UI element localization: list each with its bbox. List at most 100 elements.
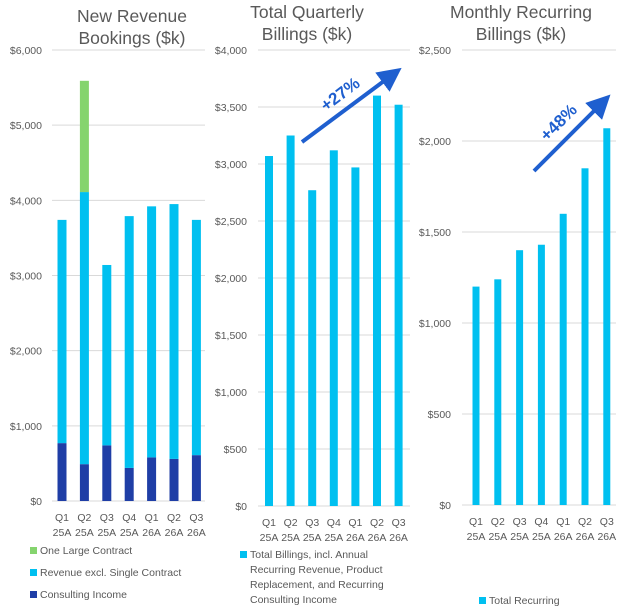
x-tick-label-year: 25A [324, 532, 343, 544]
x-tick-label-quarter: Q1 [262, 517, 276, 529]
y-tick-label: $500 [224, 444, 248, 456]
y-tick-label: $6,000 [10, 45, 42, 57]
legend-label: Revenue excl. Single Contract [40, 567, 181, 579]
x-tick-label-quarter: Q1 [469, 516, 483, 528]
chart-monthly-recurring-billings: Monthly Recurring Billings ($k) $0 $500 $1… [419, 2, 616, 607]
bar-consulting-income-q1-26a [147, 457, 157, 501]
x-tick-label-quarter: Q2 [284, 517, 298, 529]
x-tick-label-year: 25A [75, 527, 94, 539]
bar-total-billings-incl-annual-recurring-rev-q3-26a [394, 104, 403, 506]
growth-annotation: +27% [317, 74, 364, 116]
legend-swatch [30, 591, 37, 598]
x-tick-label-quarter: Q3 [392, 517, 406, 529]
x-tick-label-quarter: Q3 [100, 512, 114, 524]
bar-one-large-contract-q2-25a [79, 80, 89, 193]
x-tick-label-year: 25A [467, 531, 486, 543]
y-tick-label: $1,500 [419, 227, 451, 239]
x-tick-label-quarter: Q3 [513, 516, 527, 528]
x-tick-label-quarter: Q1 [55, 512, 69, 524]
bar-revenue-excl-single-contract-q3-26a [191, 219, 201, 456]
x-tick-label-year: 26A [142, 527, 161, 539]
bar-total-billings-incl-annual-recurring-rev-q1-25a [265, 156, 273, 506]
x-tick-label-quarter: Q2 [491, 516, 505, 528]
x-tick-label-quarter: Q1 [348, 517, 362, 529]
y-tick-label: $3,000 [215, 159, 247, 171]
x-tick-label-year: 26A [597, 531, 616, 543]
x-tick-label-quarter: Q2 [167, 512, 181, 524]
legend-label: Consulting Income [250, 594, 337, 606]
bar-consulting-income-q1-25a [57, 443, 67, 501]
bar-revenue-excl-single-contract-q4-25a [124, 216, 134, 468]
x-tick-label-year: 26A [165, 527, 184, 539]
x-tick-label-year: 26A [346, 532, 365, 544]
x-tick-label-year: 25A [281, 532, 300, 544]
x-tick-label-year: 25A [510, 531, 529, 543]
x-tick-label-year: 26A [554, 531, 573, 543]
x-tick-label-year: 26A [368, 532, 387, 544]
x-tick-label-year: 25A [97, 527, 116, 539]
x-tick-label-quarter: Q4 [327, 517, 341, 529]
chart-title-line1: Monthly Recurring [450, 2, 592, 22]
y-tick-label: $1,500 [215, 330, 247, 342]
x-tick-label-quarter: Q3 [600, 516, 614, 528]
legend-label: Replacement, and Recurring [250, 579, 384, 591]
legend-swatch [240, 551, 247, 558]
legend-label: Total Recurring [489, 595, 560, 607]
legend-label: One Large Contract [40, 545, 132, 557]
x-tick-label-quarter: Q4 [534, 516, 548, 528]
chart-title-line1: New Revenue [77, 6, 187, 26]
bar-consulting-income-q3-26a [191, 455, 201, 501]
x-tick-label-quarter: Q3 [189, 512, 203, 524]
y-tick-label: $1,000 [10, 421, 42, 433]
growth-annotation: +48% [536, 100, 581, 145]
chart-title-line1: Total Quarterly [250, 2, 364, 22]
bar-total-recurring-q2-25a [494, 279, 502, 505]
x-tick-label-quarter: Q2 [370, 517, 384, 529]
chart-title-line2: Bookings ($k) [79, 28, 186, 48]
y-tick-label: $4,000 [10, 195, 42, 207]
y-tick-label: $2,000 [10, 346, 42, 358]
bar-revenue-excl-single-contract-q2-25a [79, 192, 89, 465]
bar-total-billings-incl-annual-recurring-rev-q2-26a [373, 95, 381, 506]
y-tick-label: $3,500 [215, 102, 247, 114]
legend-swatch [30, 569, 37, 576]
x-tick-label-quarter: Q2 [578, 516, 592, 528]
bar-revenue-excl-single-contract-q3-25a [102, 264, 112, 446]
x-tick-label-year: 26A [187, 527, 206, 539]
chart-total-quarterly-billings: Total Quarterly Billings ($k) $0 $500 $1,0… [215, 2, 410, 606]
x-tick-label-quarter: Q1 [145, 512, 159, 524]
x-tick-label-quarter: Q1 [556, 516, 570, 528]
bar-total-recurring-q3-26a [603, 128, 611, 505]
bar-revenue-excl-single-contract-q1-25a [57, 219, 67, 444]
x-tick-label-year: 25A [303, 532, 322, 544]
x-tick-label-quarter: Q3 [305, 517, 319, 529]
x-tick-label-year: 25A [53, 527, 72, 539]
bar-total-billings-incl-annual-recurring-rev-q2-25a [286, 135, 295, 506]
y-tick-label: $2,500 [215, 216, 247, 228]
legend-label: Recurring Revenue, Product [250, 564, 383, 576]
x-tick-label-year: 26A [576, 531, 595, 543]
y-tick-label: $2,000 [419, 136, 451, 148]
bar-consulting-income-q3-25a [102, 445, 112, 501]
x-tick-label-year: 26A [389, 532, 408, 544]
x-tick-label-year: 25A [260, 532, 279, 544]
y-tick-label: $2,000 [215, 273, 247, 285]
bar-revenue-excl-single-contract-q1-26a [147, 206, 157, 458]
chart-title-line2: Billings ($k) [476, 24, 566, 44]
y-tick-label: $500 [428, 409, 452, 421]
legend-swatch [30, 547, 37, 554]
x-tick-label-quarter: Q4 [122, 512, 136, 524]
y-tick-label: $2,500 [419, 45, 451, 57]
growth-arrow [532, 94, 611, 173]
bar-total-recurring-q2-26a [581, 168, 589, 506]
bar-total-billings-incl-annual-recurring-rev-q3-25a [308, 190, 317, 506]
x-tick-label-year: 25A [120, 527, 139, 539]
bar-total-recurring-q1-25a [472, 286, 480, 505]
bar-consulting-income-q4-25a [124, 467, 134, 501]
bar-total-billings-incl-annual-recurring-rev-q1-26a [351, 167, 360, 507]
bar-total-recurring-q4-25a [537, 244, 545, 506]
y-tick-label: $5,000 [10, 120, 42, 132]
bar-total-recurring-q3-25a [516, 250, 524, 505]
y-tick-label: $3,000 [10, 271, 42, 283]
